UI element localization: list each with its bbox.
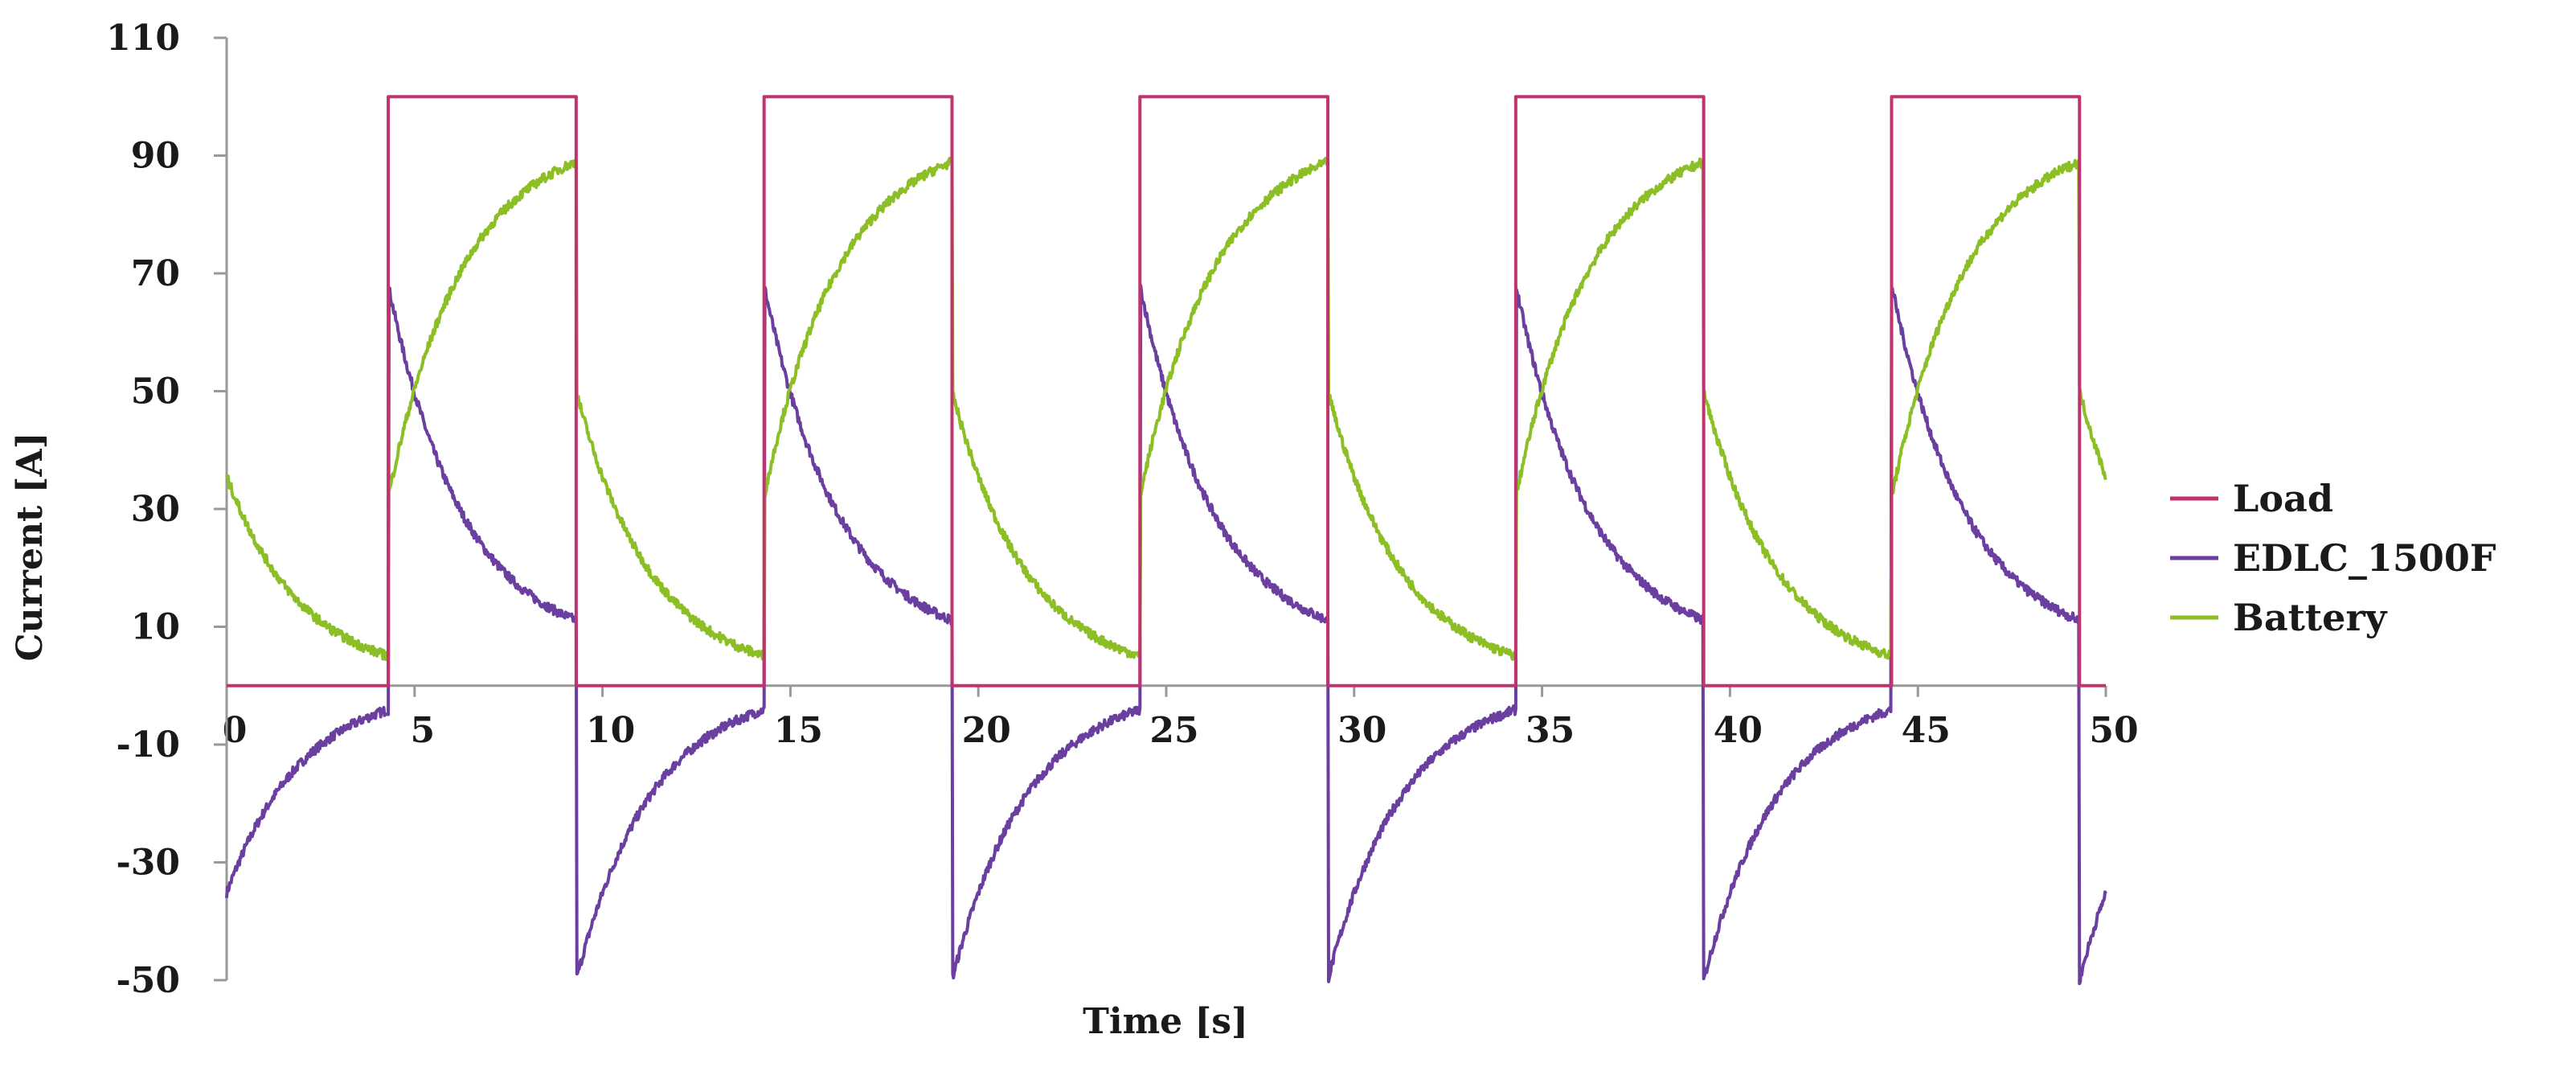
x-tick-label: 40 — [1714, 710, 1763, 751]
y-tick-label: 50 — [131, 371, 180, 412]
y-tick-label: 70 — [131, 253, 180, 294]
x-tick-label: 5 — [410, 710, 435, 751]
series-layer — [225, 95, 2107, 986]
legend: Load EDLC_1500F Battery — [2170, 477, 2496, 639]
y-tick-label: -30 — [117, 843, 181, 884]
legend-label-battery: Battery — [2233, 596, 2388, 639]
legend-label-load: Load — [2233, 477, 2333, 520]
x-tick-label: 30 — [1337, 710, 1386, 751]
x-tick-label: 10 — [586, 710, 635, 751]
x-axis-title: Time [s] — [1083, 1001, 1248, 1042]
x-tick-label: 35 — [1526, 710, 1575, 751]
x-tick-label: 25 — [1149, 710, 1198, 751]
series-line-battery — [225, 156, 2107, 662]
x-tick-label: 45 — [1902, 710, 1951, 751]
series-line-load — [227, 95, 2106, 687]
x-tick-label: 20 — [962, 710, 1011, 751]
x-tick-label: 50 — [2089, 710, 2138, 751]
y-tick-label: -10 — [117, 724, 181, 765]
legend-label-edlc-1500f: EDLC_1500F — [2233, 536, 2496, 580]
y-tick-label: -50 — [117, 960, 181, 1001]
y-tick-label: 90 — [131, 136, 180, 177]
x-tick-label: 15 — [774, 710, 823, 751]
y-tick-label: 30 — [131, 489, 180, 530]
y-axis-ticks: -50 -30 -10 10 30 50 70 90 110 — [106, 18, 227, 1001]
y-tick-label: 10 — [131, 607, 180, 648]
x-axis-ticks: 0 5 10 15 20 25 30 35 40 45 50 — [223, 685, 2139, 751]
y-axis-title: Current [A] — [10, 433, 51, 662]
y-tick-label: 110 — [106, 18, 180, 59]
